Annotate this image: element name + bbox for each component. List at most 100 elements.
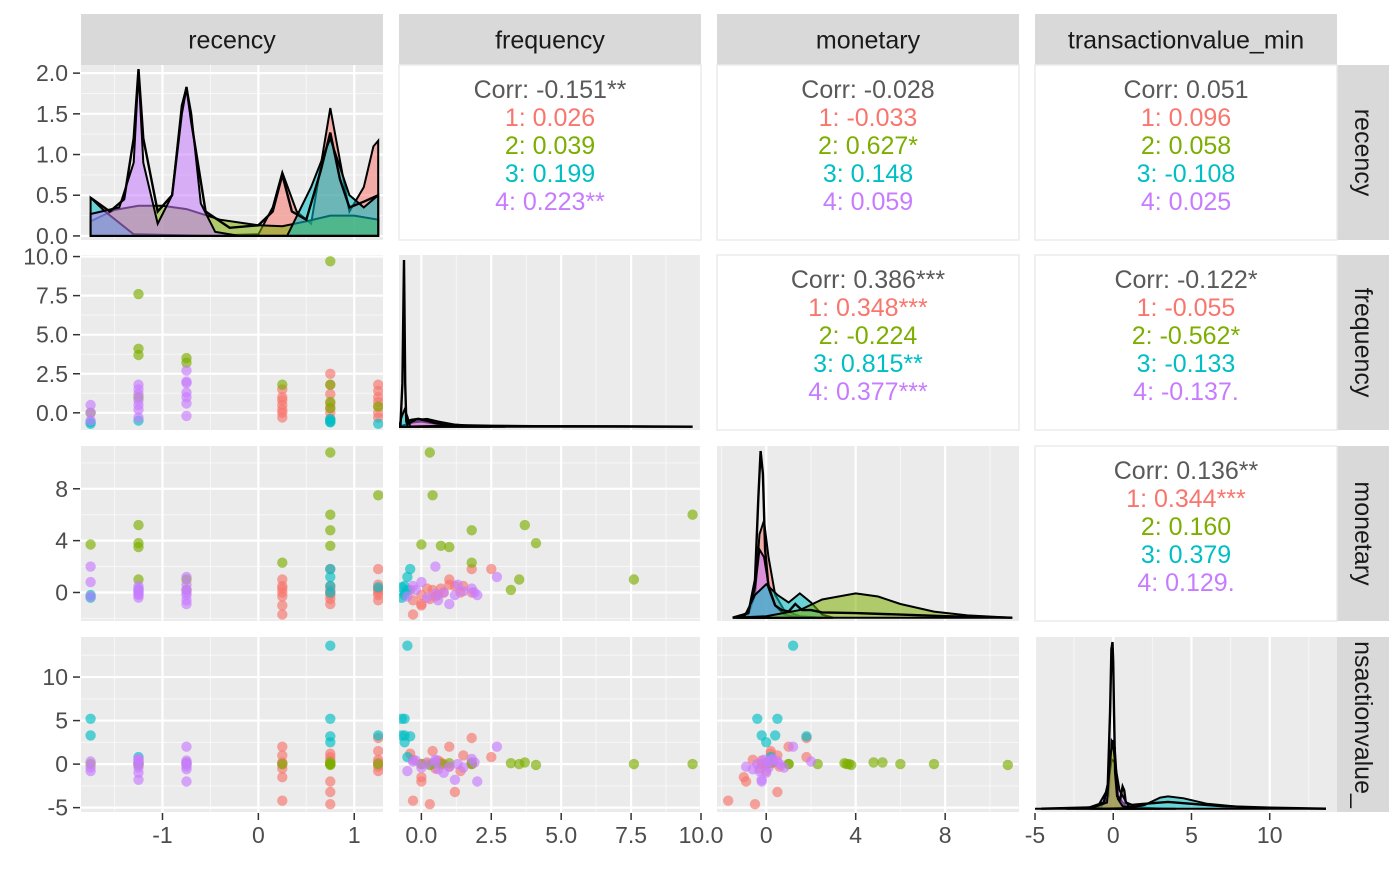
- scatter-point-group-2: [85, 539, 96, 550]
- scatter-point-group-4: [181, 410, 192, 422]
- y-tick-label: 5.0: [36, 322, 68, 348]
- y-tick-label: 2.5: [36, 361, 68, 387]
- scatter-point-group-2: [325, 758, 336, 770]
- scatter-point-group-2: [325, 447, 336, 458]
- density-curve-overall: [1041, 641, 1327, 810]
- density-recency: [89, 69, 380, 237]
- corr-group-2-label: 2: 0.160: [1141, 513, 1231, 541]
- y-tick-label: 1.5: [36, 101, 68, 127]
- scatter-point-group-2: [466, 557, 477, 568]
- scatter-point-group-4: [438, 587, 449, 598]
- corr-group-1-label: 1: 0.096: [1141, 104, 1231, 132]
- scatter-point-group-4: [761, 757, 772, 768]
- scatter-point-group-1: [444, 579, 455, 590]
- scatter-point-group-1: [277, 750, 288, 761]
- corr-group-4-label: 4: 0.377***: [808, 378, 928, 406]
- scatter-point-group-2: [687, 758, 698, 770]
- scatter-point-group-2: [519, 519, 530, 531]
- scatter-point-group-2: [444, 541, 455, 553]
- scatter-point-group-4: [774, 758, 785, 770]
- scatter-point-group-4: [421, 592, 433, 603]
- scatter-point-group-4: [469, 757, 480, 768]
- row-strip-transactionvalue_min: [1337, 637, 1389, 812]
- scatter-point-group-1: [325, 368, 336, 379]
- scatter-point-group-4: [85, 561, 96, 572]
- col-strip-label: monetary: [816, 27, 921, 55]
- x-tick-label: 2.5: [475, 822, 507, 848]
- scatter-point-group-1: [373, 745, 383, 757]
- x-tick-label: -5: [1025, 822, 1045, 848]
- corr-panel: [1034, 254, 1338, 431]
- scatter-point-group-2: [424, 447, 435, 458]
- scatter-point-group-1: [277, 600, 288, 611]
- scatter-point-group-4: [805, 756, 817, 767]
- scatter-point-group-4: [85, 415, 96, 426]
- scatter-point-group-4: [181, 741, 192, 752]
- row-strip-label: recency: [1349, 109, 1377, 197]
- panel-bg: [399, 255, 701, 430]
- scatter-point-group-4: [85, 407, 96, 418]
- panel-bg: [81, 446, 383, 621]
- scatter-point-group-3: [325, 571, 336, 583]
- scatter-point-group-3: [405, 563, 416, 575]
- scatter-point-group-4: [410, 755, 421, 766]
- scatter-point-group-4: [740, 761, 752, 772]
- y-tick-label: 4: [55, 528, 68, 554]
- corr-group-3-label: 3: 0.199: [505, 160, 595, 188]
- scatter-point-group-4: [491, 741, 503, 752]
- scatter-transactionvalue_min-vs-recency: [85, 640, 383, 810]
- scatter-point-group-1: [486, 563, 497, 575]
- col-strip-label: recency: [188, 27, 276, 55]
- scatter-point-group-3: [402, 571, 413, 583]
- corr-group-1-label: 1: -0.055: [1137, 294, 1236, 322]
- corr-overall-label: Corr: -0.028: [801, 76, 934, 104]
- x-tick-label: 0: [1107, 822, 1120, 848]
- col-strip-label: transactionvalue_min: [1068, 27, 1304, 55]
- y-tick-label: 0.0: [36, 223, 68, 249]
- scatter-point-group-1: [277, 407, 288, 418]
- scatter-point-group-1: [749, 799, 761, 810]
- scatter-point-group-2: [1002, 759, 1013, 771]
- scatter-point-group-2: [277, 758, 288, 770]
- y-tick-label: 7.5: [36, 283, 68, 309]
- scatter-point-group-2: [530, 759, 542, 771]
- scatter-point-group-2: [628, 574, 640, 585]
- scatter-point-group-3: [85, 730, 96, 741]
- scatter-point-group-4: [472, 776, 483, 787]
- y-tick-label: 10.0: [23, 244, 68, 270]
- scatter-point-group-4: [85, 765, 96, 777]
- scatter-monetary-vs-frequency: [399, 447, 698, 620]
- x-tick-label: 4: [849, 822, 862, 848]
- x-tick-label: 0: [252, 822, 265, 848]
- scatter-point-group-1: [740, 776, 752, 787]
- scatter-point-group-1: [373, 385, 383, 397]
- scatter-point-group-1: [407, 609, 419, 620]
- scatter-point-group-2: [687, 509, 698, 520]
- corr-group-2-label: 2: 0.058: [1141, 132, 1231, 160]
- scatter-point-group-4: [133, 399, 144, 411]
- scatter-point-group-1: [486, 751, 497, 763]
- corr-overall-label: Corr: 0.386***: [791, 266, 946, 294]
- scatter-point-group-2: [628, 758, 640, 770]
- row-strip-bg: [1337, 255, 1389, 430]
- scatter-point-group-1: [466, 732, 477, 744]
- scatter-point-group-4: [402, 765, 413, 777]
- scatter-point-group-2: [325, 396, 336, 408]
- scatter-point-group-3: [325, 417, 336, 428]
- scatter-point-group-1: [416, 776, 427, 787]
- scatter-point-group-1: [277, 587, 288, 598]
- scatter-point-group-1: [444, 741, 455, 752]
- corr-group-2-label: 2: -0.562*: [1132, 322, 1241, 350]
- scatter-point-group-1: [277, 795, 288, 806]
- scatter-point-group-3: [325, 587, 336, 598]
- scatter-transactionvalue_min-vs-monetary: [723, 640, 1013, 810]
- panel-bg: [1035, 637, 1337, 812]
- scatter-point-group-4: [181, 587, 192, 598]
- scatter-point-group-3: [373, 730, 383, 741]
- corr-overall-label: Corr: -0.151**: [474, 76, 627, 104]
- scatter-point-group-2: [928, 758, 940, 770]
- scatter-point-group-4: [410, 584, 421, 596]
- scatter-transactionvalue_min-vs-frequency: [399, 640, 698, 810]
- y-tick-label: 10: [42, 664, 68, 690]
